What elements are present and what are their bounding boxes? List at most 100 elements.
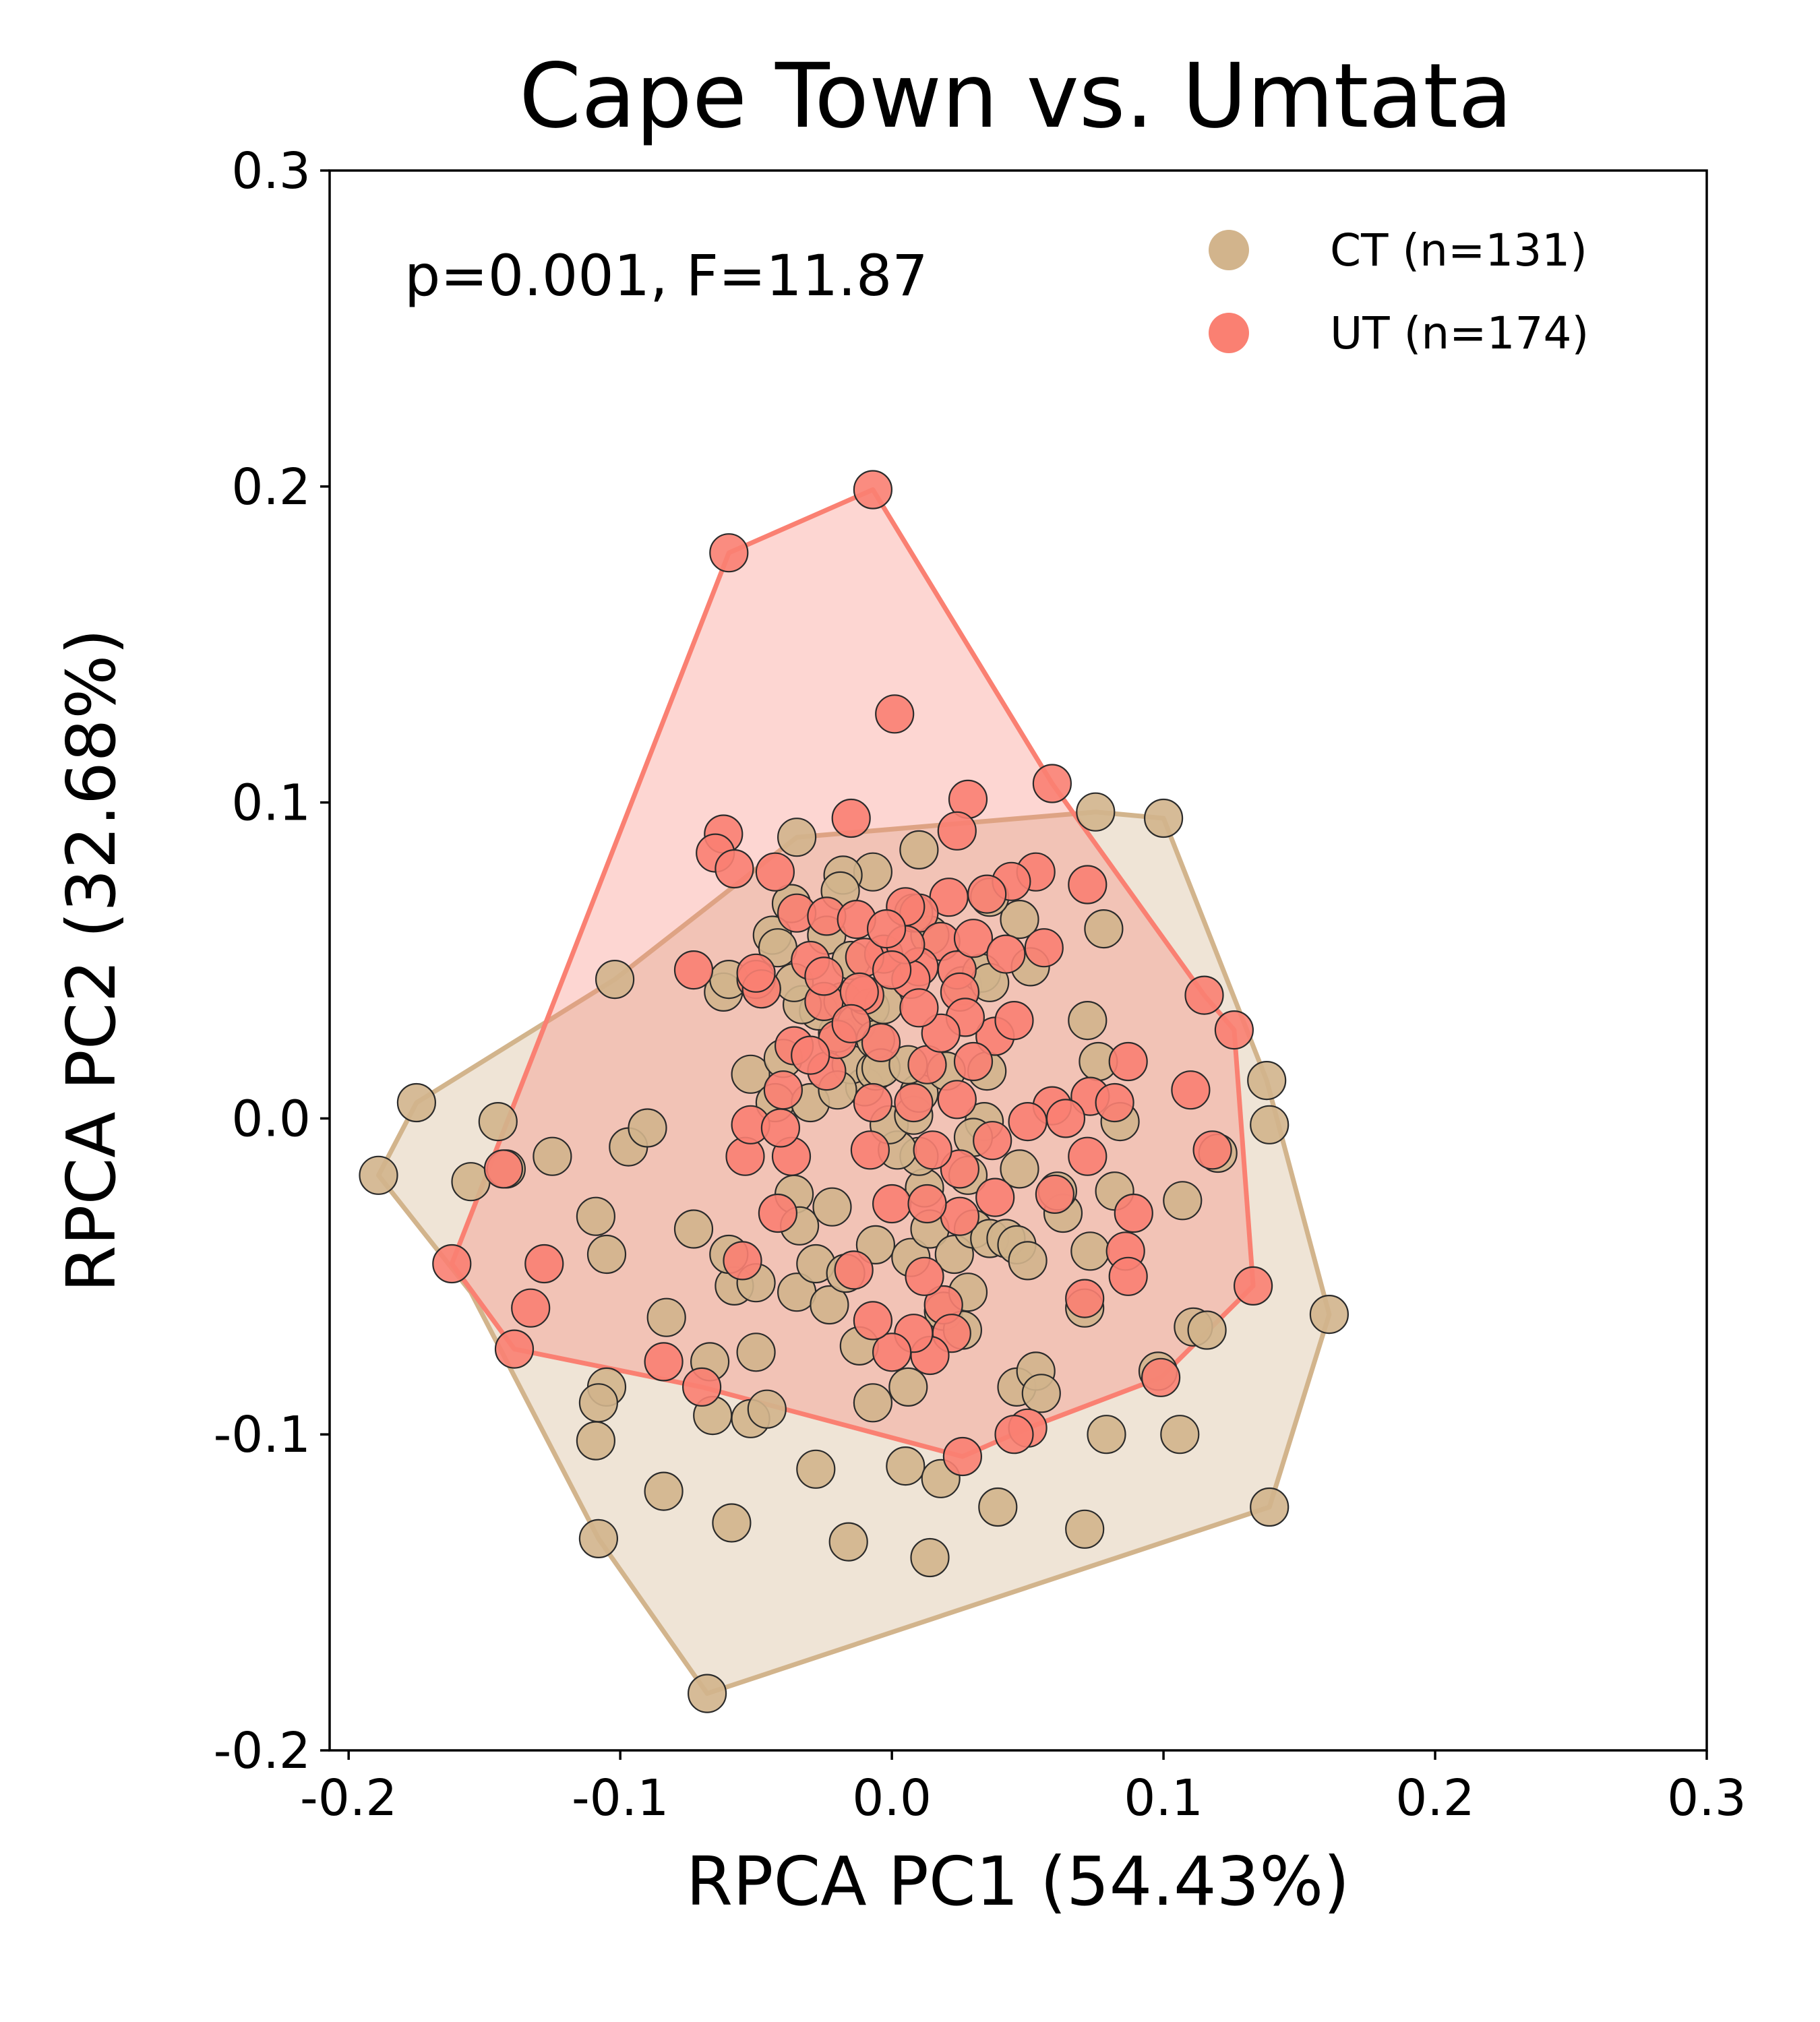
point-ut-60 (872, 1332, 912, 1372)
point-ct-5 (1143, 798, 1184, 838)
point-ut-105 (866, 909, 907, 949)
y-tick-label-4: 0.2 (231, 458, 311, 516)
point-ct-52 (736, 1332, 776, 1372)
point-ct-9 (1250, 1487, 1290, 1527)
legend-marker-ct (1209, 230, 1249, 270)
point-ct-29 (886, 1446, 926, 1486)
point-ut-42 (1192, 1130, 1232, 1170)
point-ut-54 (994, 1415, 1034, 1454)
point-ct-81 (1021, 1374, 1061, 1413)
point-ut-82 (894, 1082, 934, 1123)
point-ct-15 (533, 1136, 572, 1176)
point-ct-38 (1187, 1310, 1227, 1350)
points-layer (359, 470, 1349, 1713)
y-tick-label-0: -0.2 (214, 1722, 311, 1780)
point-ct-1 (396, 1082, 437, 1123)
point-ct-64 (853, 1383, 893, 1423)
point-ct-21 (673, 1209, 714, 1249)
legend: CT (n=131) UT (n=174) (1209, 224, 1589, 359)
point-ct-51 (747, 1389, 787, 1429)
point-ct-46 (731, 1054, 770, 1094)
point-ct-40 (1068, 1000, 1108, 1041)
point-ut-12 (1141, 1357, 1181, 1397)
point-ct-78 (1008, 1241, 1048, 1281)
point-ut-8 (715, 849, 754, 889)
x-tick-label-5: 0.3 (1667, 1769, 1747, 1827)
point-ct-26 (712, 1503, 752, 1543)
point-ut-70 (763, 1070, 803, 1110)
point-ut-41 (1171, 1070, 1211, 1110)
point-ct-34 (1087, 1415, 1126, 1454)
point-ut-100 (975, 1177, 1015, 1217)
point-ut-43 (1068, 1136, 1108, 1176)
point-ct-16 (576, 1196, 616, 1236)
point-ut-102 (1095, 1082, 1134, 1123)
point-ct-39 (1084, 909, 1124, 949)
point-ut-107 (736, 953, 776, 993)
point-ut-0 (853, 470, 893, 510)
y-tick-label-2: 0.0 (231, 1090, 311, 1148)
point-ut-79 (861, 1022, 901, 1063)
point-ut-47 (940, 1149, 980, 1189)
point-ut-62 (834, 1250, 874, 1290)
point-ut-53 (1065, 1279, 1105, 1318)
point-ut-11 (1233, 1266, 1273, 1306)
y-tick-label-5: 0.3 (231, 142, 311, 200)
point-ut-40 (1108, 1041, 1148, 1082)
point-ct-7 (1250, 1105, 1290, 1144)
point-ut-64 (907, 1184, 947, 1224)
point-ut-96 (791, 1035, 830, 1075)
point-ct-27 (796, 1449, 836, 1489)
point-ct-31 (910, 1537, 950, 1578)
point-ut-16 (494, 1329, 535, 1369)
point-ut-36 (1024, 928, 1064, 968)
y-tick-label-1: -0.1 (214, 1406, 311, 1464)
point-ut-94 (899, 988, 939, 1028)
x-axis-ticks: -0.2 -0.1 0.0 0.1 0.2 0.3 (300, 1750, 1747, 1827)
stats-annotation: p=0.001, F=11.87 (404, 243, 928, 309)
point-ct-23 (578, 1383, 619, 1423)
x-tick-label-4: 0.2 (1395, 1769, 1475, 1827)
y-axis-label: RPCA PC2 (32.68%) (52, 629, 131, 1293)
point-ut-2 (875, 694, 915, 734)
point-ct-20 (646, 1297, 686, 1337)
point-ct-60 (812, 1187, 852, 1227)
point-ct-115 (899, 830, 939, 870)
point-ut-19 (524, 1244, 564, 1284)
legend-label-ct: CT (n=131) (1330, 224, 1587, 276)
point-ut-66 (758, 1193, 798, 1233)
point-ut-30 (967, 874, 1007, 914)
point-ut-109 (804, 956, 844, 996)
point-ct-6 (1247, 1060, 1287, 1101)
point-ut-22 (673, 950, 714, 990)
legend-marker-ut (1209, 313, 1249, 353)
point-ct-84 (1070, 1231, 1110, 1271)
point-ut-67 (723, 1241, 762, 1281)
point-ct-8 (1309, 1294, 1349, 1335)
point-ct-2 (595, 959, 635, 1000)
point-ut-1 (709, 533, 749, 573)
point-ut-45 (1008, 1101, 1048, 1142)
point-ut-25 (755, 852, 795, 892)
point-ut-15 (681, 1367, 722, 1407)
legend-label-ut: UT (n=174) (1330, 307, 1589, 359)
point-ct-13 (478, 1101, 518, 1142)
point-ct-25 (644, 1471, 684, 1511)
point-ut-97 (831, 1004, 871, 1043)
point-ut-9 (1184, 975, 1224, 1015)
point-ut-26 (937, 811, 977, 851)
x-tick-label-3: 0.1 (1124, 1769, 1203, 1827)
point-ut-38 (994, 1000, 1034, 1041)
point-ct-4 (1076, 792, 1116, 832)
point-ut-49 (1035, 1174, 1075, 1215)
point-ut-106 (872, 950, 912, 990)
point-ut-46 (973, 1121, 1012, 1161)
y-axis-ticks: -0.2 -0.1 0.0 0.1 0.2 0.3 (214, 142, 330, 1780)
point-ct-17 (586, 1234, 627, 1275)
point-ut-18 (483, 1149, 524, 1189)
point-ut-28 (1068, 865, 1108, 905)
x-tick-label-2: 0.0 (852, 1769, 932, 1827)
point-ct-11 (578, 1519, 619, 1558)
point-ct-24 (576, 1421, 616, 1461)
